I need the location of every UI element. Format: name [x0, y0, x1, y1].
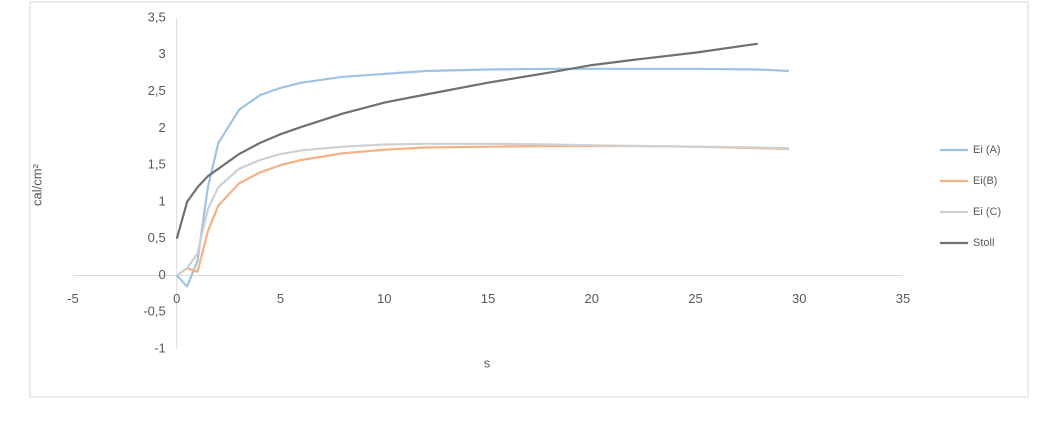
series-line: [175, 42, 758, 239]
series-line: [176, 142, 789, 277]
x-axis-label: s: [484, 355, 491, 370]
y-tick-label: 3,5: [148, 9, 166, 24]
y-tick-label: 2: [159, 120, 166, 135]
y-tick-label: 0: [159, 267, 166, 282]
series-line: [175, 67, 789, 288]
legend-label: Ei (C): [973, 206, 1001, 218]
x-tick-label: 30: [792, 291, 806, 306]
x-tick-label: 5: [277, 291, 284, 306]
y-tick-label: 1: [159, 193, 166, 208]
legend: Ei (A) Ei(B) Ei (C) Stoll: [940, 144, 1001, 249]
legend-label: Ei(B): [973, 175, 997, 187]
chart-border: [29, 1, 1029, 398]
x-tick-label: 0: [173, 291, 180, 306]
x-tick-label: 25: [688, 291, 702, 306]
x-tick-label: 15: [481, 291, 495, 306]
y-tick-label: 1,5: [148, 157, 166, 172]
x-tick-label: 35: [896, 291, 910, 306]
x-tick-label: 20: [585, 291, 599, 306]
y-axis-label: cal/cm²: [29, 163, 44, 206]
y-tick-label: 3: [159, 46, 166, 61]
x-tick-label: 10: [377, 291, 391, 306]
y-tick-label: -1: [154, 340, 166, 355]
legend-label: Stoll: [973, 237, 994, 249]
y-tick-label: -0,5: [143, 304, 165, 319]
legend-label: Ei (A): [973, 144, 1001, 156]
y-tick-label: 2,5: [148, 83, 166, 98]
y-tick-label: 0,5: [148, 230, 166, 245]
x-tick-label: -5: [67, 291, 79, 306]
